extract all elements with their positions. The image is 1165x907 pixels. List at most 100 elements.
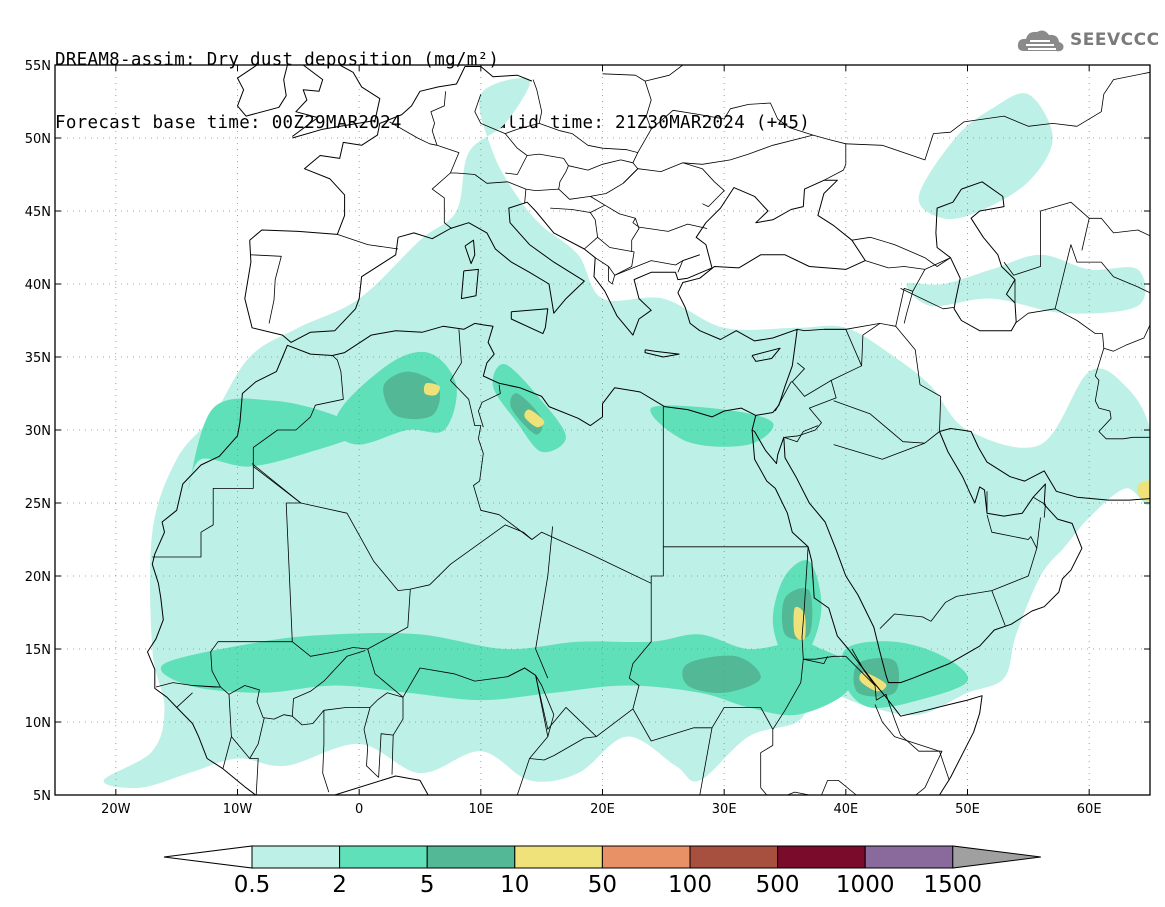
logo-text: SEEVCCC xyxy=(1070,30,1160,50)
lat-tick-label: 20N xyxy=(25,570,51,585)
dust-area-level-3 xyxy=(423,382,440,396)
map-header: DREAM8-assim: Dry dust deposition (mg/m²… xyxy=(55,8,810,155)
country-border xyxy=(1036,517,1041,549)
country-border xyxy=(477,384,501,428)
colorbar-label: 1000 xyxy=(836,872,895,898)
country-border xyxy=(791,380,832,397)
country-border xyxy=(529,736,597,761)
country-border xyxy=(1003,201,1150,276)
country-border xyxy=(784,323,881,438)
country-border xyxy=(550,207,598,250)
country-border xyxy=(774,381,792,412)
country-border xyxy=(251,463,809,591)
colorbar: 0.5 2 5 10 50 100 500 1000 1500 xyxy=(163,845,1041,898)
country-border xyxy=(516,758,530,795)
dust-area-level-1 xyxy=(160,633,851,716)
country-border xyxy=(1054,244,1150,309)
country-border xyxy=(874,704,950,781)
country-border xyxy=(507,667,555,737)
country-border xyxy=(590,196,708,232)
country-border xyxy=(152,466,254,558)
coastline xyxy=(751,429,983,795)
colorbar-arrow-low xyxy=(163,845,253,869)
country-border xyxy=(524,189,527,204)
country-border xyxy=(1014,308,1150,440)
country-border xyxy=(833,442,926,460)
country-border xyxy=(192,685,221,688)
country-border xyxy=(291,650,366,717)
lat-tick-label: 10N xyxy=(25,716,51,731)
lon-tick-label: 20W xyxy=(101,802,131,817)
country-border xyxy=(801,546,876,686)
coastline xyxy=(751,415,1150,684)
country-border xyxy=(594,236,635,285)
country-border xyxy=(498,514,533,540)
country-border xyxy=(250,254,282,324)
country-border xyxy=(449,329,500,516)
country-border xyxy=(535,526,553,679)
country-border xyxy=(220,685,325,726)
country-border xyxy=(772,659,804,730)
country-border xyxy=(845,71,1150,161)
lat-tick-label: 40N xyxy=(25,278,51,293)
axis-ticks: 20W 10W 0 10E 20E 30E 40E 50E 60E 55N 50N 45N 40N 35N… xyxy=(25,59,1150,817)
dust-area-level-0 xyxy=(918,93,1053,220)
country-border xyxy=(645,65,684,82)
coastline xyxy=(460,268,479,300)
lat-tick-label: 55N xyxy=(25,59,51,74)
dust-area-level-0 xyxy=(103,78,1150,788)
country-border xyxy=(885,694,943,795)
colorbar-segment xyxy=(864,845,954,869)
coastline xyxy=(510,308,549,335)
colorbar-segment xyxy=(514,845,603,869)
colorbar-label: 10 xyxy=(500,872,529,898)
lon-tick-label: 20E xyxy=(590,802,615,817)
dust-area-level-3 xyxy=(1137,480,1150,502)
country-border xyxy=(389,121,460,174)
country-border xyxy=(249,717,265,759)
country-border xyxy=(363,707,379,778)
colorbar-segment xyxy=(339,845,428,869)
country-border xyxy=(391,735,394,775)
dust-area-level-1 xyxy=(650,405,774,447)
country-border xyxy=(924,257,951,270)
colorbar-label: 50 xyxy=(588,872,617,898)
country-border xyxy=(797,260,926,332)
country-border xyxy=(505,155,528,175)
country-border xyxy=(1103,324,1150,352)
coastline xyxy=(249,66,533,241)
lat-tick-label: 30N xyxy=(25,424,51,439)
lon-tick-label: 60E xyxy=(1077,802,1102,817)
country-border xyxy=(1032,496,1046,518)
lon-tick-label: 0 xyxy=(355,802,363,817)
dust-area-level-1 xyxy=(188,398,360,490)
country-border xyxy=(693,727,713,795)
coastline xyxy=(292,65,324,137)
coastline xyxy=(464,239,476,265)
country-border xyxy=(622,162,725,208)
colorbar-label: 500 xyxy=(756,872,800,898)
coastline xyxy=(147,179,866,795)
colorbar-segment xyxy=(601,845,691,869)
lon-tick-label: 30E xyxy=(712,802,737,817)
forecast-base-time: Forecast base time: 00Z29MAR2024 xyxy=(55,113,402,133)
country-border xyxy=(833,400,940,444)
country-border xyxy=(292,589,411,657)
colorbar-segment xyxy=(251,845,341,869)
country-border xyxy=(430,91,446,146)
country-border xyxy=(628,583,652,710)
colorbar-segment xyxy=(689,845,779,869)
lon-tick-label: 40E xyxy=(833,802,858,817)
coastline xyxy=(751,347,781,362)
country-border xyxy=(155,466,302,688)
country-border xyxy=(568,152,639,171)
country-border xyxy=(367,648,549,759)
country-border xyxy=(252,355,344,467)
coastlines xyxy=(147,65,1150,795)
country-border xyxy=(504,133,569,190)
country-border xyxy=(821,780,857,795)
colorbar-label: 2 xyxy=(332,872,347,898)
graticule xyxy=(55,65,1150,795)
country-border xyxy=(539,73,652,154)
